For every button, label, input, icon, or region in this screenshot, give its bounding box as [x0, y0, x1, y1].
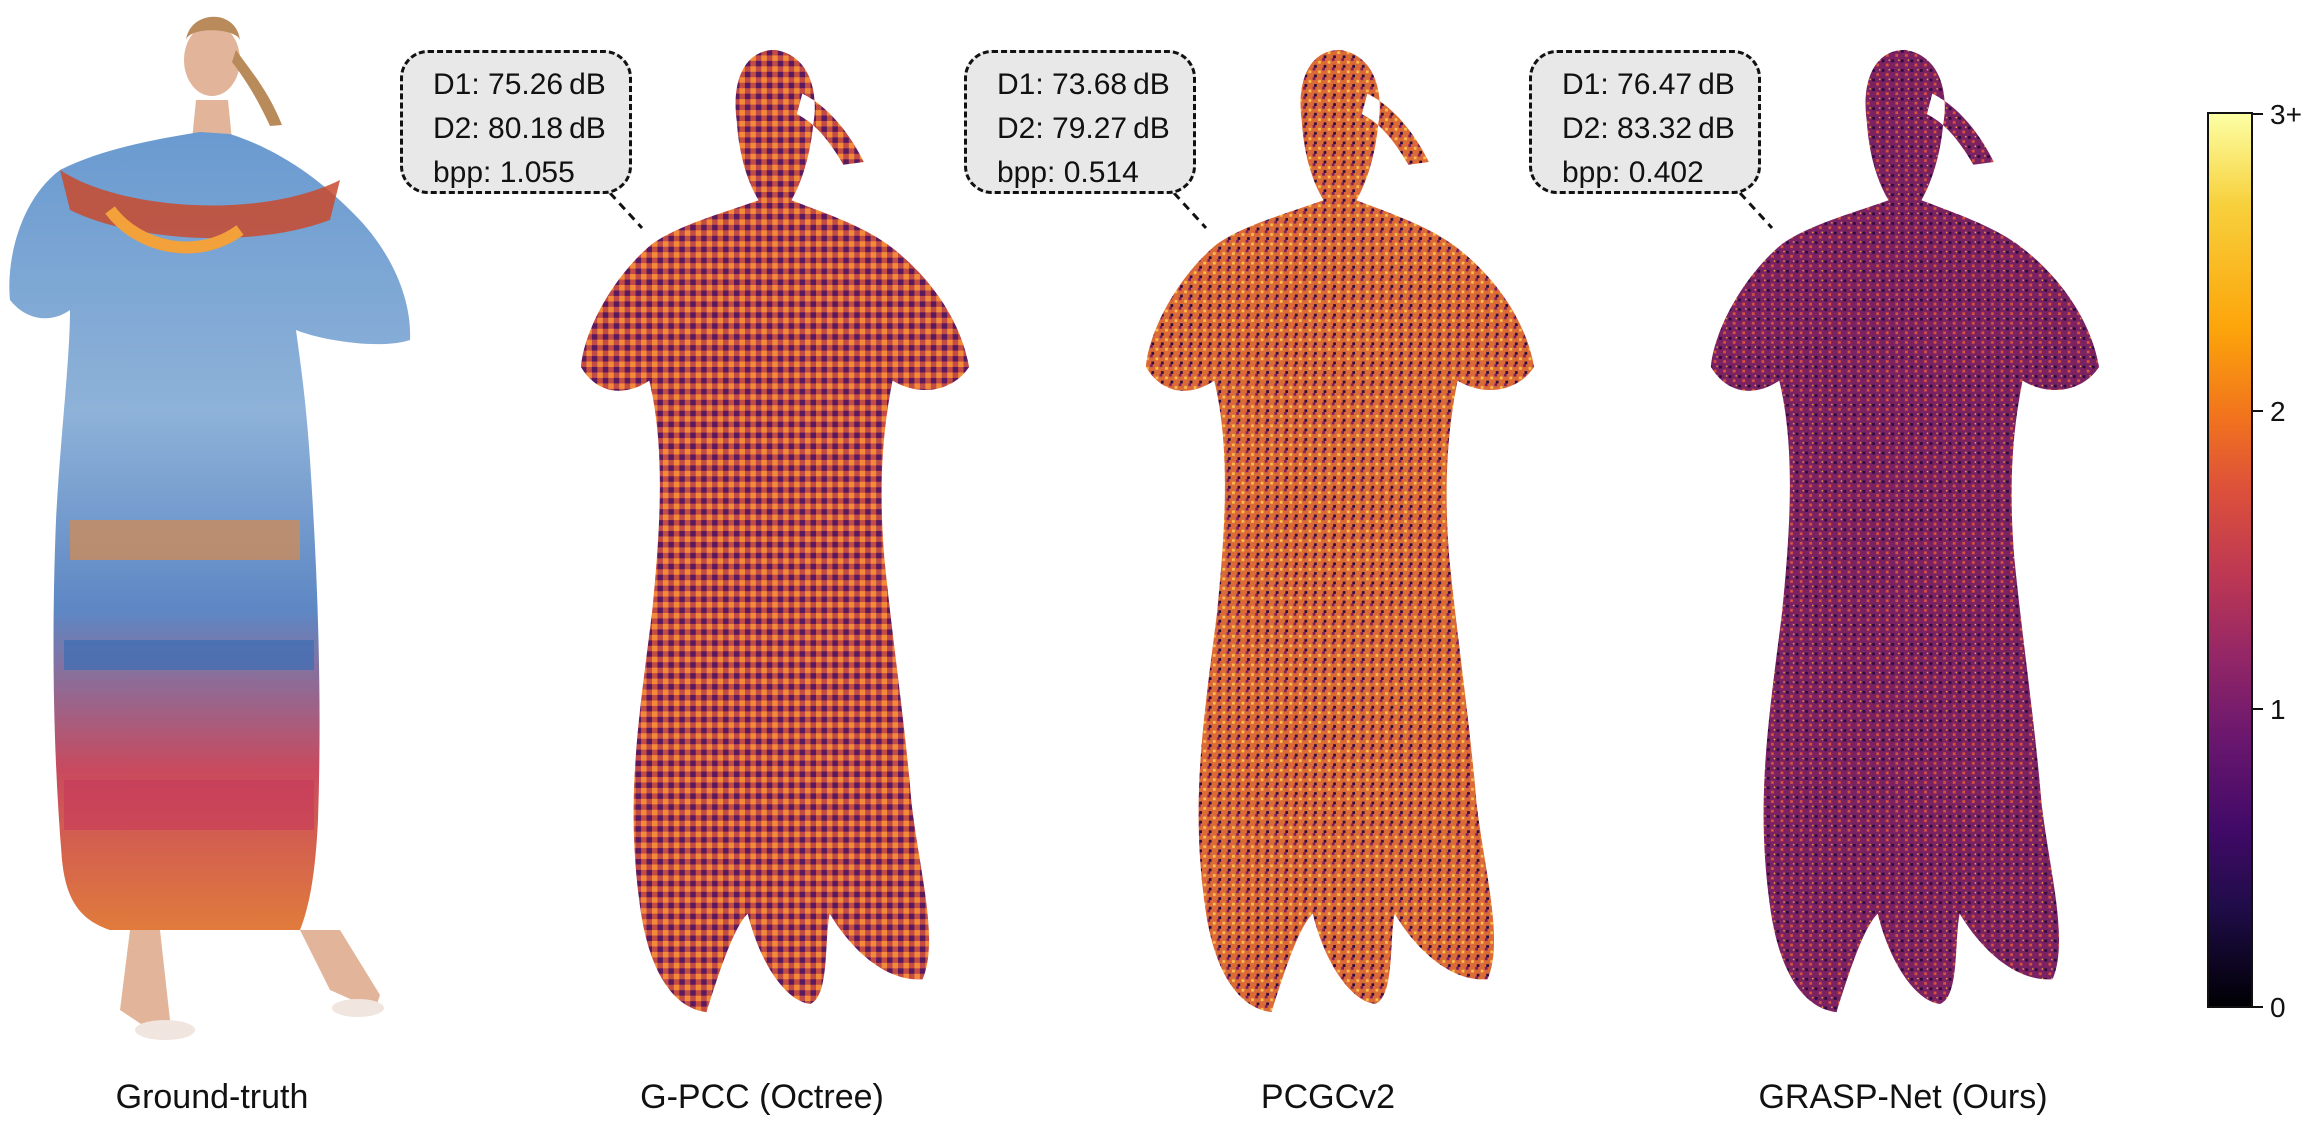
colorbar-label-0: 0	[2270, 992, 2286, 1023]
gpcc-metrics-callout: D1: 75.26 dB D2: 80.18 dB bpp: 1.055	[400, 50, 632, 194]
colorbar-tick-0	[2253, 1006, 2263, 1008]
ground-truth-figure	[9, 16, 411, 1040]
colorbar-label-1: 1	[2270, 694, 2286, 725]
colorbar-tick-2	[2253, 410, 2263, 412]
callout-pointer-pcgcv2	[1172, 191, 1208, 230]
caption-gpcc: G-PCC (Octree)	[640, 1078, 884, 1116]
colorbar-tick-1	[2253, 708, 2263, 710]
gpcc-d1: D1: 75.26 dB	[433, 68, 606, 101]
grasp-net-d2: D2: 83.32 dB	[1562, 112, 1735, 145]
gpcc-error-map	[580, 49, 970, 1013]
gpcc-d2: D2: 80.18 dB	[433, 112, 606, 145]
grasp-net-d1: D1: 76.47 dB	[1562, 68, 1735, 101]
caption-grasp-net: GRASP-Net (Ours)	[1758, 1078, 2048, 1116]
callout-pointer-gpcc	[608, 191, 644, 230]
colorbar-label-2: 2	[2270, 396, 2286, 427]
pcgcv2-metrics-callout: D1: 73.68 dB D2: 79.27 dB bpp: 0.514	[964, 50, 1196, 194]
pcgcv2-d2: D2: 79.27 dB	[997, 112, 1170, 145]
pcgcv2-bpp: bpp: 0.514	[997, 156, 1139, 189]
grasp-net-error-map	[1710, 49, 2100, 1013]
colorbar-tick-3	[2253, 113, 2263, 115]
pcgcv2-error-map	[1145, 49, 1535, 1013]
colorbar-label-3: 3+	[2270, 99, 2302, 130]
pcgcv2-d1: D1: 73.68 dB	[997, 68, 1170, 101]
grasp-net-metrics-callout: D1: 76.47 dB D2: 83.32 dB bpp: 0.402	[1529, 50, 1761, 194]
caption-pcgcv2: PCGCv2	[1260, 1078, 1396, 1116]
callout-pointer-grasp	[1738, 191, 1774, 230]
error-colorbar	[2207, 112, 2253, 1008]
gpcc-bpp: bpp: 1.055	[433, 156, 575, 189]
caption-ground-truth: Ground-truth	[115, 1078, 309, 1116]
grasp-net-bpp: bpp: 0.402	[1562, 156, 1704, 189]
